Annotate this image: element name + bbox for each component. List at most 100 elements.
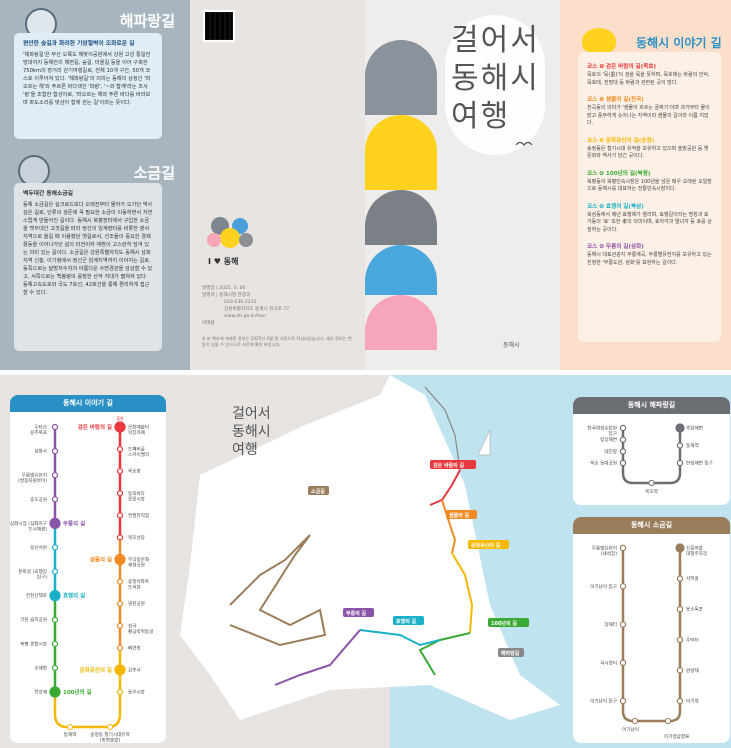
course-item: 코스 ❶ 검은 바람의 길(묵호) 묵호의 '묵(墨)'이 검을 묵을 뜻하며, … (587, 62, 712, 87)
station-marker[interactable] (51, 472, 59, 479)
station-marker[interactable] (619, 697, 627, 705)
course-label: 코스 ❻ 무릉의 길(삼화) (587, 244, 644, 250)
station-marker[interactable] (116, 688, 124, 696)
station-marker[interactable] (51, 640, 59, 647)
station-marker[interactable] (676, 442, 684, 449)
haeparang-description: 편안한 숲길과 화려한 기암절벽이 조화로운 길 '해파랑길'은 부산 오륙도 … (14, 33, 162, 139)
station-marker[interactable] (676, 459, 684, 467)
map-course-badge[interactable] (308, 486, 329, 495)
station-marker[interactable] (619, 583, 627, 590)
station-marker[interactable] (116, 468, 124, 475)
map-course-badge[interactable] (393, 616, 424, 625)
station-label: 국시령이 (600, 659, 617, 666)
station-marker[interactable] (675, 423, 685, 433)
station-label: 천곡 황금박쥐동굴 (128, 622, 153, 635)
station-label: 신흥마을 대형주차장 (686, 545, 708, 558)
station-marker[interactable] (116, 644, 124, 651)
station-label: 삼화시장 (삼화지구 도시재생) (10, 520, 47, 533)
sogeum-body: 동해 소금길은 실크로드보다 오래전부터 물자가 오가던 역사 깊은 길로, 인… (23, 202, 153, 296)
pub-publisher: 발행처 | 동해시청 관광과 (202, 293, 251, 298)
haeparang-route-card: 동해시 해파랑길 한국여성수련원 입구 망상해변 대진항 묵호 등대공원 추암해변 동해역 한… (573, 397, 730, 505)
station-marker[interactable] (116, 600, 124, 607)
map-course-badge[interactable] (446, 510, 477, 519)
map-title-line: 걸어서 (232, 406, 271, 422)
story-route-card: 동해시 이야기 길 두타산 용추폭포 삼화사 무릉별유천지 (쌍용자원바이) 중도공원 삼화… (10, 395, 166, 743)
haeparang-subtitle: 편안한 숲길과 화려한 기암절벽이 조화로운 길 (23, 41, 135, 47)
station-marker[interactable] (116, 512, 124, 519)
station-marker[interactable] (49, 517, 61, 529)
map-course-badge[interactable] (430, 460, 476, 469)
station-label: 망상해변 (600, 436, 617, 443)
station-label: 용소폭포 (686, 607, 703, 613)
publication-info: 발행일 | 2025. 0. 00 발행처 | 동해시청 관광과 033-530… (202, 285, 289, 327)
story-course-list: 코스 ❶ 검은 바람의 길(묵호) 묵호의 '묵(墨)'이 검을 묵을 뜻하며, … (578, 52, 721, 342)
station-marker[interactable] (648, 479, 655, 487)
station-marker[interactable] (116, 445, 124, 453)
station-marker[interactable] (619, 544, 627, 552)
station-marker[interactable] (619, 424, 627, 432)
station-label: 묵호항 (128, 468, 141, 475)
station-marker[interactable] (114, 664, 126, 676)
mascot-group-illustration (200, 212, 260, 252)
station-marker[interactable] (619, 459, 627, 467)
course-label: 코스 ❹ 100년의 길(북평) (587, 170, 651, 177)
station-label: 냉천공원 (128, 600, 145, 607)
station-label: 언강재 (34, 689, 47, 696)
station-marker[interactable] (116, 534, 124, 541)
station-marker[interactable] (51, 447, 59, 455)
station-label: 호해정 (34, 664, 47, 671)
station-marker[interactable] (631, 717, 639, 725)
station-marker[interactable] (67, 724, 73, 730)
station-marker[interactable] (49, 686, 61, 698)
station-marker[interactable] (676, 697, 684, 705)
station-marker[interactable] (676, 667, 684, 674)
brochure-front: 해파랑길 편안한 숲길과 화려한 기암절벽이 조화로운 길 '해파랑길'은 부산… (0, 0, 731, 370)
station-marker[interactable] (676, 575, 684, 582)
map-title-line: 여행 (232, 442, 258, 458)
i-love-donghae-logo: I ♥ 동해 (208, 257, 239, 266)
station-label: 이기령삼합류 (664, 733, 689, 740)
course-route-line (359, 629, 441, 647)
title-cloud (445, 15, 545, 155)
station-marker[interactable] (51, 544, 59, 551)
station-marker[interactable] (619, 659, 627, 666)
station-marker[interactable] (675, 543, 685, 553)
station-label: 전천산책로 (26, 592, 47, 599)
station-marker[interactable] (664, 717, 672, 725)
station-marker[interactable] (619, 436, 627, 443)
station-marker[interactable] (51, 496, 59, 503)
map-course-badge[interactable] (468, 540, 509, 549)
station-marker[interactable] (116, 490, 124, 497)
station-label: 송정동 철기시대유적 (송정솔밭) (90, 731, 130, 743)
pink-mascot-icon (365, 295, 437, 350)
mascot-column-illustration (365, 40, 440, 350)
course-label: 코스 ❸ 문화유산의 길(송정) (587, 137, 655, 144)
course-route-line (418, 632, 471, 676)
station-marker[interactable] (114, 553, 126, 566)
map-course-badge[interactable] (343, 608, 374, 617)
station-label: 동해역 (64, 731, 77, 738)
pub-website[interactable]: www.dh.go.kr/tour (224, 314, 267, 319)
cover-title-line: 걸어서 (451, 23, 540, 58)
station-marker[interactable] (619, 448, 627, 455)
station-marker[interactable] (676, 636, 684, 644)
map-course-badge[interactable] (488, 618, 529, 627)
map-title: 걸어서 동해시 여행 (232, 405, 271, 459)
station-marker[interactable] (619, 621, 627, 628)
station-marker[interactable] (676, 605, 684, 613)
station-marker[interactable] (107, 724, 113, 730)
station-label: 중도공원 (30, 496, 47, 503)
station-marker[interactable] (51, 568, 59, 575)
station-label: 서학골 (686, 575, 699, 582)
pub-date: 발행일 | 2025. 0. 00 (202, 286, 246, 291)
map-course-badge[interactable] (498, 648, 524, 657)
station-marker[interactable] (114, 421, 126, 433)
station-marker[interactable] (49, 590, 61, 602)
station-marker[interactable] (51, 664, 59, 672)
station-marker[interactable] (116, 578, 124, 585)
station-marker[interactable] (51, 616, 59, 623)
qr-code[interactable] (203, 10, 235, 42)
station-marker[interactable] (51, 423, 59, 431)
station-marker[interactable] (116, 622, 124, 629)
route-segment (53, 692, 122, 729)
